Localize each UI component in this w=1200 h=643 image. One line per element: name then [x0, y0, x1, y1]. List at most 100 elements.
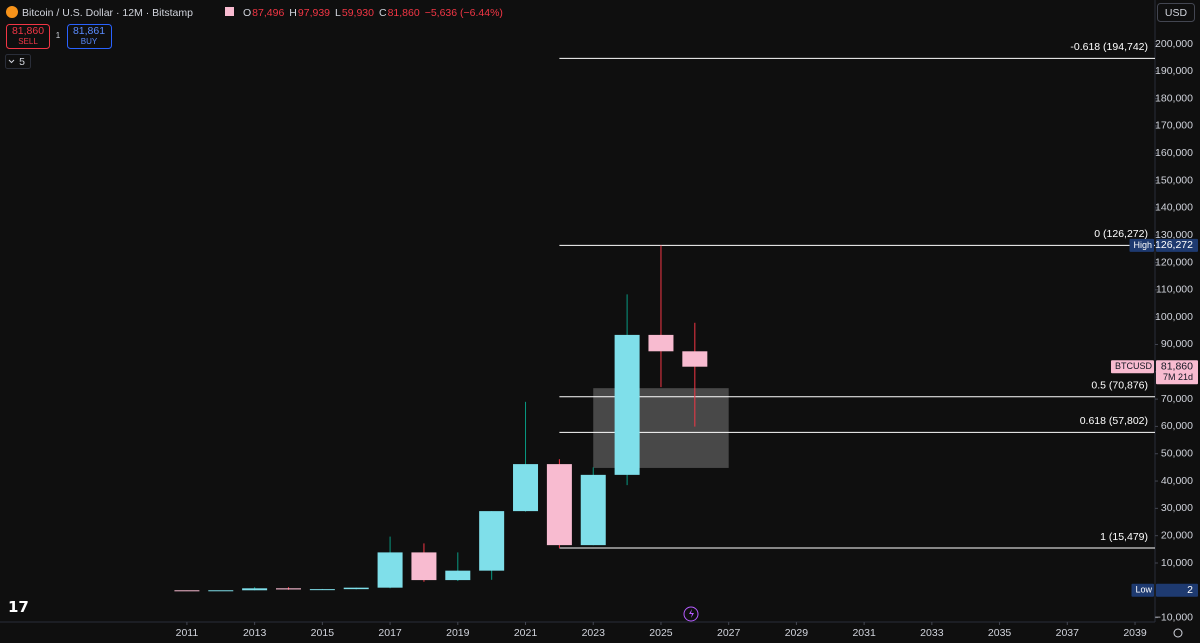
- ohlc-value: 97,939: [298, 7, 330, 19]
- candle-body: [174, 590, 200, 592]
- y-tick-label: 30,000: [1161, 502, 1193, 514]
- y-tick-label: 170,000: [1155, 120, 1193, 132]
- price-tag-title-bg: [1110, 360, 1154, 374]
- flag-icon[interactable]: [225, 7, 234, 16]
- currency: USD: [1165, 7, 1188, 19]
- lightning-bolt: [689, 609, 694, 618]
- price-tag-title-bg: [1129, 238, 1154, 252]
- y-tick-label: 130,000: [1155, 229, 1193, 241]
- y-tick-label: 150,000: [1155, 174, 1193, 186]
- y-tick-label: 180,000: [1155, 92, 1193, 104]
- x-tick-label: 2031: [852, 627, 876, 639]
- ohlc-change: −5,636 (−6.44%): [425, 7, 503, 19]
- fib-label: 0 (126,272): [1094, 228, 1148, 240]
- ohlc-value: 87,496: [252, 7, 284, 19]
- y-tick-label: 120,000: [1155, 256, 1193, 268]
- price-tag-value: 81,860: [1161, 360, 1193, 372]
- x-tick-label: 2039: [1123, 627, 1147, 639]
- chevron-icon: [8, 59, 15, 64]
- price-tag-countdown: 7M 21d: [1163, 372, 1193, 382]
- ohlc-value: 81,860: [388, 7, 420, 19]
- y-tick-label: 90,000: [1161, 338, 1193, 350]
- price-tag-title: Low: [1135, 585, 1152, 595]
- price-tag: High 126,272: [1129, 238, 1198, 252]
- highlight-zone: [593, 388, 729, 468]
- candle-body: [208, 590, 234, 592]
- y-tick-label: 110,000: [1156, 284, 1193, 296]
- price-tag-title: BTCUSD: [1115, 361, 1153, 371]
- symbol-title[interactable]: Bitcoin / U.S. Dollar · 12M · Bitstamp: [22, 7, 193, 19]
- fib-label: 0.618 (57,802): [1080, 415, 1148, 427]
- candle-body: [309, 589, 335, 591]
- plot-area: -0.618 (194,742) 0 (126,272) 0.5 (70,876) 0…: [174, 41, 1155, 592]
- candle-body: [242, 588, 268, 591]
- x-tick-label: 2015: [311, 627, 335, 639]
- y-tick-label: 60,000: [1161, 420, 1193, 432]
- sell-price: 81,860: [12, 25, 44, 37]
- candle-body: [546, 464, 572, 546]
- y-tick-label: 140,000: [1155, 202, 1193, 214]
- price-tag-value: 126,272: [1155, 239, 1193, 251]
- buy-label: BUY: [81, 37, 98, 46]
- ohlc-value: 59,930: [342, 7, 374, 19]
- y-tick-label: 70,000: [1161, 393, 1193, 405]
- fib-label: -0.618 (194,742): [1070, 41, 1148, 53]
- x-tick-label: 2017: [378, 627, 402, 639]
- symbol-icon: [6, 6, 18, 18]
- x-tick-label: 2021: [514, 627, 538, 639]
- price-tag-value-bg: [1156, 360, 1198, 385]
- x-tick-label: 2025: [649, 627, 673, 639]
- price-tag-value-bg: [1156, 583, 1198, 597]
- y-tick-label: −10,000: [1155, 611, 1193, 623]
- fib-label: 1 (15,479): [1100, 531, 1148, 543]
- candle-body: [275, 588, 301, 590]
- price-tag: Low 2: [1131, 583, 1198, 597]
- candle-body: [513, 464, 539, 512]
- x-tick-label: 2027: [717, 627, 741, 639]
- buy-button[interactable]: [67, 24, 112, 49]
- settings-icon[interactable]: [1173, 628, 1183, 638]
- price-tag-title: High: [1133, 240, 1152, 250]
- y-tick-label: 160,000: [1155, 147, 1193, 159]
- candle-body: [377, 552, 403, 588]
- ohlc-key: L: [335, 7, 341, 19]
- x-tick-label: 2019: [446, 627, 470, 639]
- candle-body: [479, 511, 505, 571]
- y-tick-label: 40,000: [1161, 475, 1193, 487]
- indicator-count: 5: [19, 56, 25, 68]
- candle-body: [682, 351, 708, 367]
- sell-button[interactable]: [6, 24, 50, 49]
- ohlc-legend: O 87,496 H 97,939 L 59,930 C 81,860 −5,636 (−6.4…: [243, 7, 503, 19]
- y-tick-label: 50,000: [1161, 448, 1193, 460]
- buy-price: 81,861: [73, 25, 105, 37]
- x-tick-label: 2035: [988, 627, 1012, 639]
- candle-body: [648, 334, 674, 352]
- candle-body: [445, 570, 471, 581]
- indicators-toggle[interactable]: [5, 54, 31, 69]
- logo[interactable]: 𝟭𝟳: [8, 599, 29, 616]
- y-tick-label: 100,000: [1155, 311, 1193, 323]
- x-tick-label: 2037: [1056, 627, 1080, 639]
- price-tag-value-bg: [1156, 238, 1198, 252]
- x-tick-label: 2013: [243, 627, 267, 639]
- candle-body: [411, 552, 437, 581]
- candle-body: [580, 474, 606, 546]
- price-tag-value: 2: [1187, 584, 1193, 596]
- x-tick-label: 2029: [785, 627, 809, 639]
- currency-button[interactable]: [1157, 3, 1195, 22]
- ohlc-key: O: [243, 7, 251, 19]
- y-tick-label: 190,000: [1155, 65, 1193, 77]
- lightning-icon[interactable]: [683, 606, 699, 622]
- price-tag-title-bg: [1131, 583, 1154, 597]
- x-tick-label: 2033: [920, 627, 944, 639]
- quantity[interactable]: 1: [56, 31, 61, 40]
- sell-label: SELL: [18, 37, 38, 46]
- x-tick-label: 2011: [176, 627, 199, 639]
- ohlc-key: C: [379, 7, 387, 19]
- candle-body: [614, 334, 640, 475]
- candle-body: [343, 587, 369, 590]
- ohlc-key: H: [289, 7, 297, 19]
- fib-label: 0.5 (70,876): [1091, 379, 1148, 391]
